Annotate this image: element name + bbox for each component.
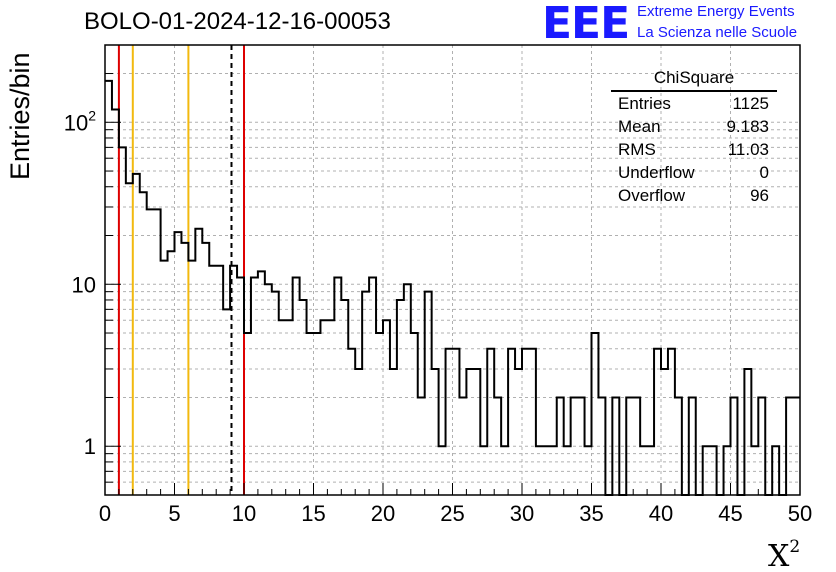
stats-value: 1125 xyxy=(732,94,769,113)
stats-row-mean: Mean 9.183 xyxy=(611,115,777,138)
logo-line-2: La Scienza nelle Scuole xyxy=(637,24,798,41)
stats-row-entries: Entries 1125 xyxy=(611,92,777,115)
x-axis-label-superscript: 2 xyxy=(789,537,800,557)
x-tick-label: 50 xyxy=(788,501,812,526)
stats-row-underflow: Underflow 0 xyxy=(611,161,777,184)
x-tick-label: 30 xyxy=(510,501,534,526)
y-tick-label: 102 xyxy=(64,107,96,135)
stats-box: ChiSquare Entries 1125 Mean 9.183 RMS 11… xyxy=(611,66,777,207)
x-tick-label: 0 xyxy=(99,501,111,526)
x-tick-label: 45 xyxy=(718,501,742,526)
stats-value: 96 xyxy=(750,186,769,205)
grid-lines xyxy=(105,45,800,495)
stats-label: Underflow xyxy=(618,163,695,182)
x-axis: 0 5 10 15 20 25 30 35 40 45 50 xyxy=(99,483,812,526)
y-axis-label: Entries/bin xyxy=(5,52,35,180)
stats-value: 11.03 xyxy=(727,140,769,159)
y-axis: 1 10 102 xyxy=(64,44,121,496)
stats-label: Mean xyxy=(618,117,661,136)
stats-label: Entries xyxy=(618,94,671,113)
x-tick-label: 25 xyxy=(440,501,464,526)
logo-line-1: Extreme Energy Events xyxy=(637,3,795,20)
stats-title: ChiSquare xyxy=(611,66,777,92)
stats-label: Overflow xyxy=(618,186,686,205)
x-axis-label: X2 xyxy=(768,537,800,572)
stats-row-overflow: Overflow 96 xyxy=(611,184,777,207)
x-tick-label: 35 xyxy=(579,501,603,526)
stats-value: 9.183 xyxy=(726,117,769,136)
stats-label: RMS xyxy=(618,140,656,159)
x-tick-label: 40 xyxy=(649,501,673,526)
y-tick-label: 10 xyxy=(72,272,96,297)
x-tick-label: 15 xyxy=(301,501,325,526)
x-tick-label: 20 xyxy=(371,501,395,526)
stats-value: 0 xyxy=(759,163,769,182)
x-axis-label-base: X xyxy=(768,539,790,572)
x-tick-label: 5 xyxy=(168,501,180,526)
eee-logo-mark: EEE xyxy=(542,0,630,49)
chart-title: BOLO-01-2024-12-16-00053 xyxy=(84,8,391,35)
stats-row-rms: RMS 11.03 xyxy=(611,138,777,161)
x-tick-label: 10 xyxy=(232,501,256,526)
y-tick-label: 1 xyxy=(84,434,96,459)
